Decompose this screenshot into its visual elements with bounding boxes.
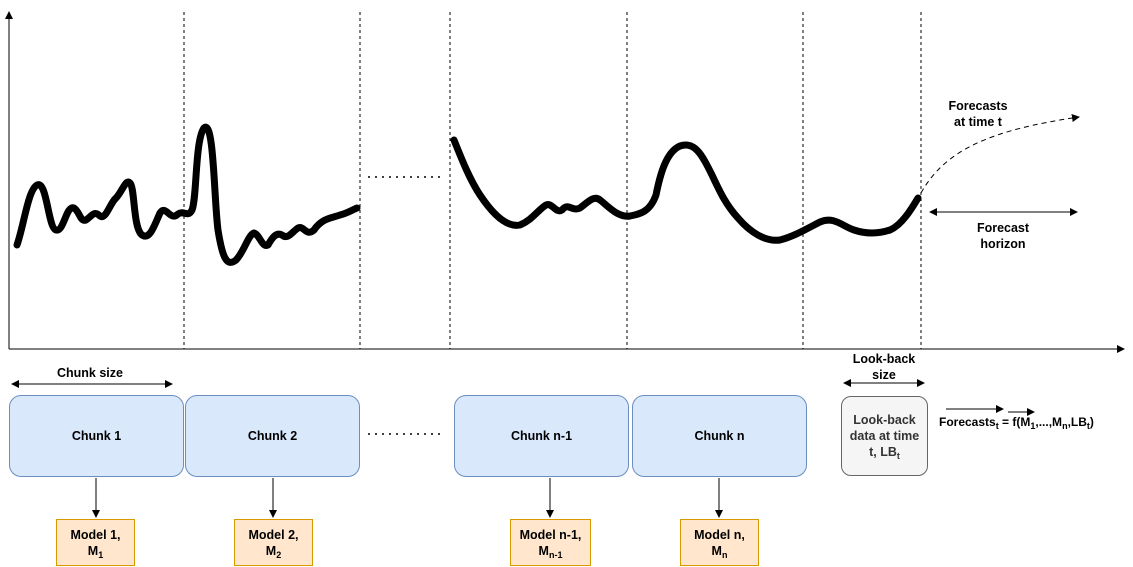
lookback-size-line: Look-back [852, 352, 916, 366]
formula-subscript: n [1062, 421, 1068, 431]
model-symbol-subscript: 1 [98, 549, 104, 560]
formula-text: ,LB [1067, 415, 1087, 429]
lookback-data-line: data at time [849, 429, 920, 443]
model-symbol-base: M [711, 543, 722, 558]
lookback-data-box: Look-back data at time t, LBt [841, 396, 928, 476]
forecast-curve [920, 114, 1080, 194]
chunk-label: Chunk 1 [71, 429, 122, 443]
formula-text: ,...,M [1035, 415, 1063, 429]
lookback-data-line: Look-back [853, 413, 916, 427]
model-symbol-base: M [87, 543, 99, 558]
forecasts-at-time-label: Forecasts at time t [928, 98, 1028, 130]
model-label: Model n, [694, 527, 745, 542]
model-2-box: Model 2, M2 [234, 519, 313, 566]
model-symbol-subscript: 2 [276, 549, 282, 560]
chunk-separators [183, 12, 922, 349]
chunk-size-label: Chunk size [57, 366, 123, 380]
formula-subscript: t [995, 421, 999, 431]
forecast-horizon-line: Forecast [976, 221, 1030, 235]
lookback-size-line: size [872, 368, 896, 382]
lookback-data-text: t, LB [869, 445, 897, 459]
model-label: Model 1, [70, 527, 121, 542]
model-symbol-subscript: n-1 [548, 549, 563, 560]
forecast-horizon-line: horizon [980, 237, 1026, 251]
model-symbol-base: M [265, 543, 277, 558]
formula-subscript: 1 [1030, 421, 1036, 431]
formula-text: Forecasts [939, 415, 996, 429]
model-symbol-subscript: n [721, 549, 728, 560]
chunk-n-box: Chunk n [632, 395, 807, 477]
forecast-horizon-label: Forecast horizon [953, 220, 1053, 252]
model-symbol: Mn-1 [520, 543, 582, 560]
model-symbol: M2 [248, 543, 298, 560]
formula-text: ) [1089, 415, 1094, 429]
chunk-label: Chunk n-1 [510, 429, 573, 443]
chunk-1-box: Chunk 1 [9, 395, 184, 477]
forecast-formula: Forecastst = f(M1,...,Mn,LBt) [939, 414, 1131, 431]
model-symbol: Mn [694, 543, 745, 560]
forecasts-label-line: Forecasts [948, 99, 1008, 113]
time-series-segment-1 [13, 123, 361, 266]
model-symbol: M1 [70, 543, 120, 560]
formula-text: = f(M [998, 415, 1031, 429]
time-series-segment-2 [450, 136, 922, 244]
chunk-2-box: Chunk 2 [185, 395, 360, 477]
model-label: Model n-1, [519, 527, 582, 542]
model-label: Model 2, [248, 527, 299, 542]
chunk-label: Chunk 2 [247, 429, 298, 443]
model-n-box: Model n, Mn [680, 519, 759, 566]
chunk-n-1-box: Chunk n-1 [454, 395, 629, 477]
model-1-box: Model 1, M1 [56, 519, 135, 566]
formula-subscript: t [1086, 421, 1090, 431]
forecasts-label-line: at time t [954, 115, 1002, 129]
model-n-1-box: Model n-1, Mn-1 [510, 519, 591, 566]
lookback-data-line: t, LBt [850, 444, 919, 461]
lookback-data-subscript: t [896, 451, 900, 461]
chunk-label: Chunk n [694, 429, 745, 443]
model-symbol-base: M [538, 543, 549, 558]
lookback-size-label: Look-back size [834, 351, 934, 383]
